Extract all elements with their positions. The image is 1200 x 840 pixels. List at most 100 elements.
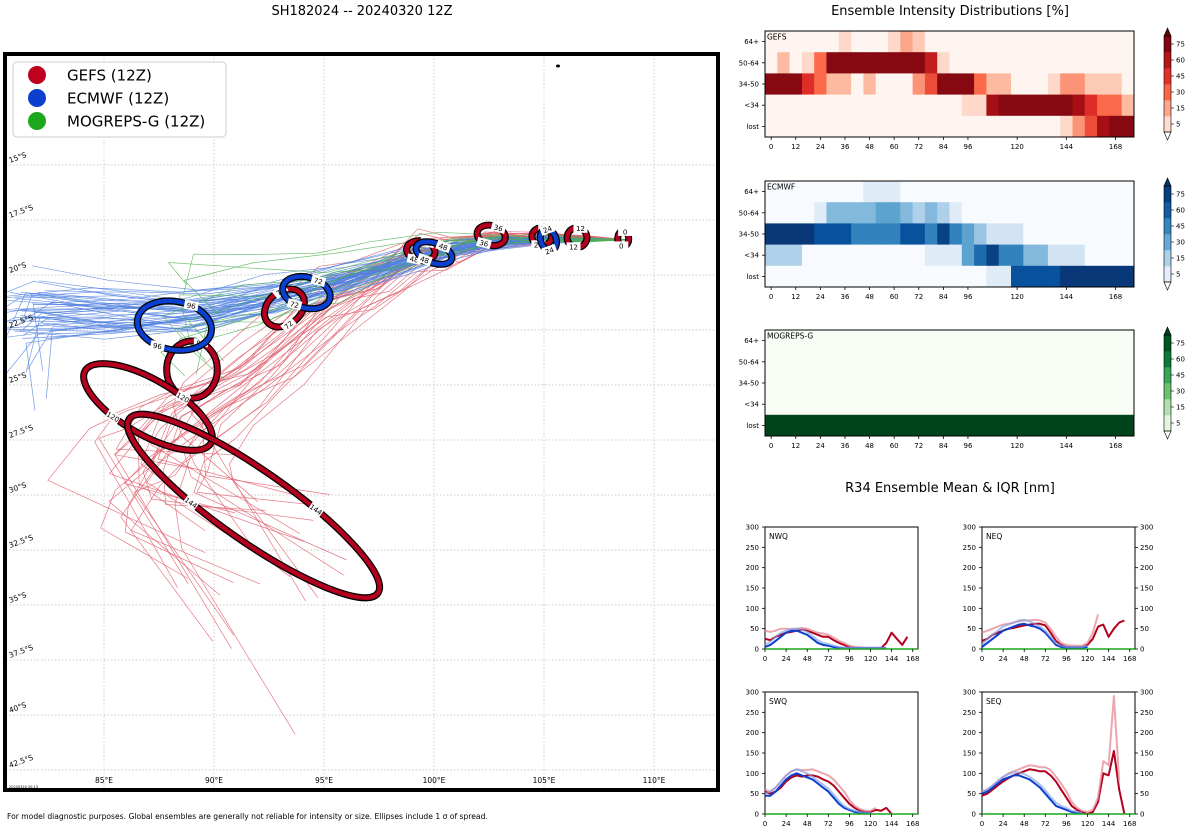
heatmap-cell (838, 31, 852, 53)
heatmap-cell (765, 202, 778, 224)
track-map: 0012122424363648487272969612012014414424… (6, 55, 718, 790)
colorbar-tick-label: 60 (1176, 356, 1185, 364)
heatmap-cell (1109, 73, 1123, 95)
r34-x-label: 96 (1062, 655, 1071, 663)
heatmap-cell (1084, 393, 1098, 416)
heatmap-cell (851, 181, 864, 203)
r34-y-label-right: 200 (1140, 729, 1153, 737)
map-frame (3, 52, 720, 792)
heatmap-cell (986, 94, 1000, 117)
heatmap-cell (937, 265, 950, 288)
ellipse-hour-label: 24 (542, 224, 554, 235)
ellipse-label-bg (286, 298, 303, 311)
heatmap-cell (801, 330, 815, 352)
r34-y-label: 0 (972, 646, 976, 654)
heatmap-cell (863, 115, 877, 138)
r34-x-label: 120 (864, 820, 877, 828)
heatmap-cell (1121, 414, 1135, 437)
lon-tick-label: 90°E (205, 776, 223, 785)
colorbar-segment (1164, 202, 1171, 219)
heatmap-cell (1097, 372, 1110, 394)
heatmap-hour-label: 48 (865, 143, 874, 151)
heatmap-cell (998, 73, 1012, 95)
heatmap-cell (924, 330, 938, 352)
r34-x-label: 144 (1102, 820, 1116, 828)
heatmap-cell (1023, 393, 1036, 416)
heatmap-cell (924, 265, 938, 288)
ellipse-hour-label: 24 (544, 246, 556, 257)
heatmap-cell (998, 115, 1012, 138)
heatmap-cell (765, 31, 778, 53)
r34-y-label: 150 (746, 585, 759, 593)
heatmap-cell (1035, 372, 1049, 394)
heatmap-hour-label: 84 (939, 293, 948, 301)
heatmap-hour-label: 120 (1010, 442, 1023, 450)
heatmap-cell (1072, 393, 1086, 416)
heatmap-cell (986, 372, 1000, 394)
ellipse-hour-label: 48 (437, 242, 448, 253)
heatmap-cell (937, 52, 950, 74)
r34-y-label-right: 250 (1140, 544, 1153, 552)
intensity-panels: GEFS 64+ 50-64 34-50 <34 lost 0 12 24 36 48 60 72 84 9… (739, 27, 1185, 450)
heatmap-cell (851, 244, 864, 267)
heatmap-cell (1097, 265, 1110, 288)
heatmap-cell (801, 52, 815, 74)
heatmap-cell (974, 414, 987, 437)
heatmap-cell (937, 202, 950, 224)
heatmap-cell (777, 181, 790, 203)
colorbar-segment (1164, 234, 1171, 251)
heatmap-cell (838, 52, 852, 74)
heatmap-cell (838, 414, 852, 437)
heatmap-cell (1047, 223, 1061, 245)
r34-y-label: 300 (746, 524, 759, 532)
heatmap-cell (888, 223, 901, 245)
heatmap-cell (1097, 330, 1110, 352)
heatmap-cell (826, 265, 840, 288)
heatmap-cell (986, 330, 1000, 352)
r34-y-label: 50 (967, 625, 976, 633)
heatmap-cell (1011, 330, 1024, 352)
heatmap-cell (789, 265, 803, 288)
heatmap-cell (1060, 393, 1073, 416)
heatmap-cell (801, 115, 815, 138)
heatmap-cell (777, 115, 790, 138)
r34-y-label-right: 150 (1140, 585, 1153, 593)
heatmap-cell (1035, 414, 1049, 437)
heatmap-cell (863, 414, 877, 437)
heatmap-cell (814, 94, 827, 117)
heatmap-cell (924, 372, 938, 394)
heatmap-cell (1097, 31, 1110, 53)
heatmap-cell (888, 372, 901, 394)
heatmap-cell (851, 223, 864, 245)
heatmap-cell (875, 73, 889, 95)
heatmap-cell (1097, 414, 1110, 437)
ellipse-label-bg (280, 316, 297, 333)
heatmap-cell (789, 330, 803, 352)
r34-y-label: 100 (963, 605, 976, 613)
heatmap-cell (949, 330, 963, 352)
heatmap-cell (1011, 115, 1024, 138)
heatmap-row-label: 50-64 (739, 59, 760, 67)
heatmap-cell (888, 31, 901, 53)
heatmap-cell (974, 351, 987, 373)
legend-marker (28, 66, 46, 84)
r34-x-label: 72 (824, 655, 833, 663)
heatmap-cell (1011, 31, 1024, 53)
heatmap-cell (875, 244, 889, 267)
heatmap-cell (814, 52, 827, 74)
heatmap-cell (801, 31, 815, 53)
heatmap-cell (900, 115, 913, 138)
heatmap-cell (937, 94, 950, 117)
ellipse-hour-label: 36 (478, 239, 489, 249)
heatmap-cell (949, 244, 963, 267)
heatmap-cell (789, 244, 803, 267)
ellipse-label-bg (490, 221, 507, 234)
heatmap-cell (765, 52, 778, 74)
ellipse-label-bg (618, 226, 633, 236)
heatmap-cell (937, 31, 950, 53)
r34-x-label: 96 (845, 655, 854, 663)
colorbar-extend-top (1163, 326, 1172, 336)
heatmap-cell (998, 94, 1012, 117)
heatmap-cell (888, 393, 901, 416)
r34-quadrant-label: SEQ (986, 697, 1001, 706)
